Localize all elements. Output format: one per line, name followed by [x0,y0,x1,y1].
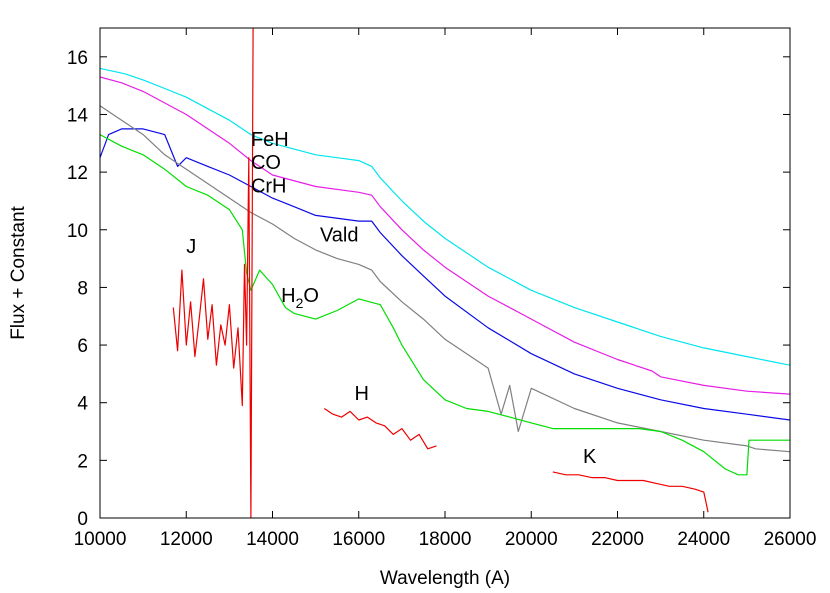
y-tick-label: 14 [67,105,89,126]
x-tick-label: 24000 [677,529,730,550]
y-tick-label: 16 [67,48,88,69]
y-tick-label: 0 [77,509,88,530]
series-line-feh [100,67,790,366]
x-tick-label: 16000 [332,529,385,550]
x-tick-label: 26000 [764,529,817,550]
y-axis-label: Flux + Constant [8,205,29,339]
annotation-k: K [583,446,597,468]
y-tick-label: 2 [77,451,88,472]
x-tick-label: 20000 [505,529,558,550]
x-tick-label: 10000 [74,529,127,550]
series-layer [100,28,790,518]
x-tick-label: 22000 [591,529,644,550]
annotation-h2o: H2O [281,285,319,311]
series-line-vald [100,105,790,453]
annotation-feh: FeH [251,129,289,151]
annotation-vald: Vald [320,224,359,246]
series-line-observed [100,134,790,476]
series-line-co [100,76,790,395]
annotation-co: CO [251,152,281,174]
y-tick-label: 4 [77,394,88,415]
annotation-h: H [354,383,368,405]
y-tick-label: 10 [67,221,88,242]
annotation-crh: CrH [251,175,287,197]
plot-frame [99,27,791,519]
series-line-j [172,28,254,518]
annotation-j: J [186,236,196,258]
y-tick-label: 6 [77,336,88,357]
tick-layer: 10000 12000 14000 16000 18000 20000 22000 24000… [67,28,817,550]
series-line-crh [100,128,790,421]
x-tick-label: 12000 [160,529,213,550]
series-line-k [552,471,709,513]
y-tick-label: 12 [67,163,88,184]
x-tick-label: 18000 [419,529,472,550]
x-axis-label: Wavelength (A) [380,568,510,589]
series-line-h [323,407,437,450]
y-tick-label: 8 [77,278,88,299]
x-tick-label: 14000 [246,529,299,550]
